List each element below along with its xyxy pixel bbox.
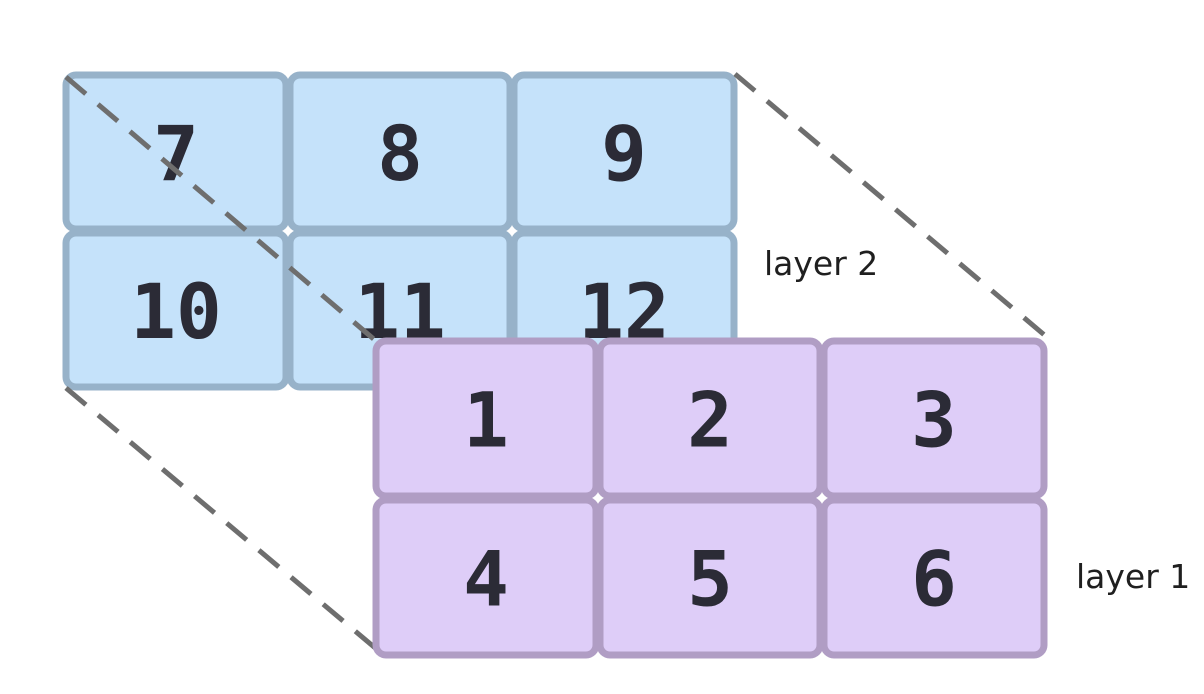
- grid-cell-value: 7: [153, 109, 199, 198]
- layer-1-label: layer 1: [1076, 557, 1190, 596]
- grid-cell-value: 4: [463, 535, 509, 624]
- grid-cell-value: 6: [911, 535, 957, 624]
- grid-cell-value: 9: [601, 109, 647, 198]
- grid-cell-value: 3: [911, 376, 957, 465]
- projection-line-top-right: [735, 74, 1048, 338]
- grid-cell-value: 1: [463, 376, 509, 465]
- grid-cell-value: 8: [377, 109, 423, 198]
- grid-cell-value: 10: [130, 267, 222, 356]
- projection-line-bottom-left: [66, 388, 380, 652]
- grid-cell-value: 2: [687, 376, 733, 465]
- layer-2-label: layer 2: [764, 244, 878, 283]
- layer-1-grid: 1 2 3 4 5 6: [376, 341, 1044, 655]
- grid-cell-value: 5: [687, 535, 733, 624]
